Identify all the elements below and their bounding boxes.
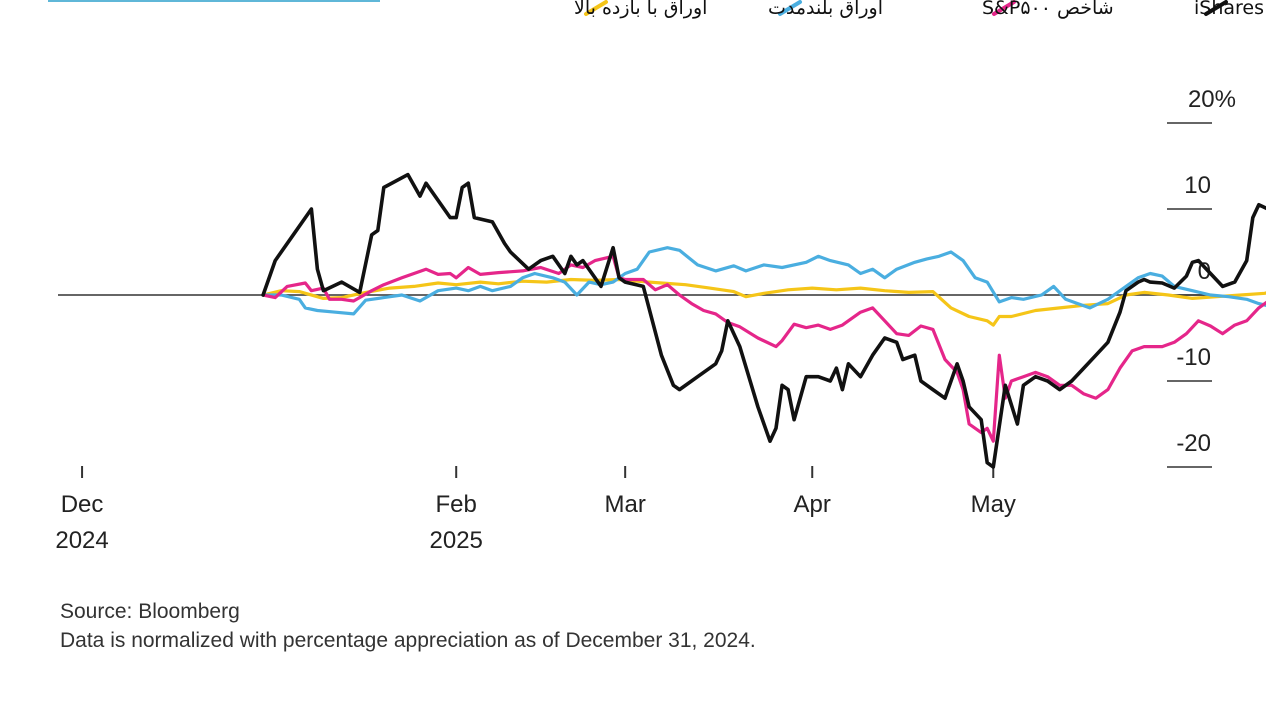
legend-item: صندوق iShares xyxy=(1194,0,1266,19)
legend: صندوق iShares شاخص S&P۵۰۰ اوراق بلندمدت اور… xyxy=(574,0,1266,19)
series-line xyxy=(261,254,1266,443)
x-tick-year: 2025 xyxy=(430,527,483,554)
plot-lines xyxy=(261,172,1266,469)
series-line xyxy=(261,277,1266,327)
x-tick-label: Feb xyxy=(436,491,477,518)
legend-item: اوراق با بازده بالا xyxy=(574,0,707,19)
legend-label: اوراق بلندمدت xyxy=(768,0,883,19)
x-tick-label: Mar xyxy=(605,491,646,518)
normalization-note: Data is normalized with percentage appre… xyxy=(60,629,756,652)
legend-swatch xyxy=(584,0,608,16)
legend-swatch xyxy=(778,0,802,16)
legend-item: شاخص S&P۵۰۰ xyxy=(982,0,1114,19)
y-axis: 20%100-10-20 xyxy=(1167,86,1236,468)
x-tick-label: Apr xyxy=(794,491,831,518)
legend-swatch xyxy=(1204,0,1228,16)
x-tick-year: 2024 xyxy=(55,527,108,554)
header-rule xyxy=(48,0,380,2)
y-tick-label: -10 xyxy=(1176,344,1211,371)
source-note: Source: Bloomberg xyxy=(60,600,240,623)
legend-swatch xyxy=(992,0,1016,16)
x-axis: Dec 2024 Feb 2025 Mar Apr May xyxy=(55,466,1016,554)
y-tick-label: 10 xyxy=(1184,172,1211,199)
legend-label: شاخص S&P۵۰۰ xyxy=(982,0,1114,19)
legend-label: صندوق iShares xyxy=(1194,0,1266,19)
y-tick-label: 20% xyxy=(1188,86,1236,113)
x-tick-label: May xyxy=(971,491,1016,518)
legend-item: اوراق بلندمدت xyxy=(768,0,883,19)
legend-label: اوراق با بازده بالا xyxy=(574,0,707,19)
y-tick-label: -20 xyxy=(1176,430,1211,457)
series-line xyxy=(261,172,1266,469)
x-tick-label: Dec xyxy=(61,491,104,518)
